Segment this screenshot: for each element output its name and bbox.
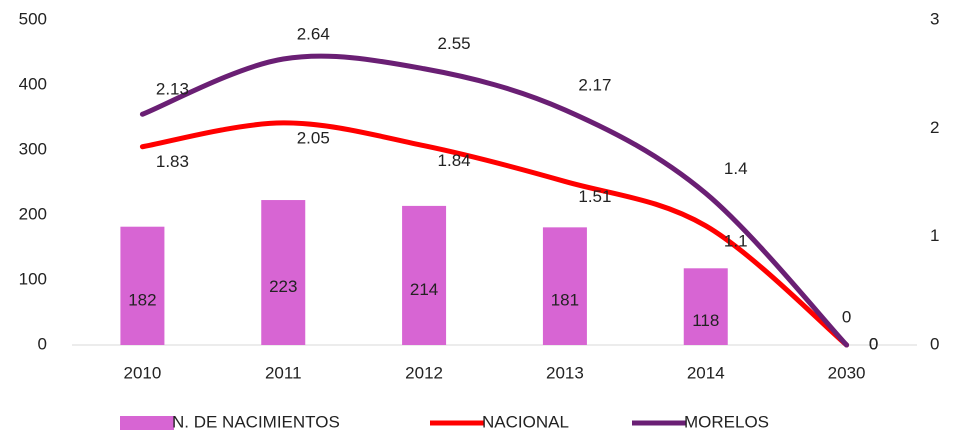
bar <box>542 227 587 345</box>
line-value-label: 2.17 <box>578 75 611 94</box>
x-tick-label: 2014 <box>687 363 725 382</box>
line <box>139 53 850 348</box>
x-tick-label: 2012 <box>405 363 443 382</box>
y-tick-label: 300 <box>19 139 47 158</box>
line-value-label: 0 <box>869 334 878 353</box>
line <box>139 120 850 348</box>
line-value-label: 1.84 <box>438 151 471 170</box>
bar-value-label: 214 <box>410 280 438 299</box>
y-tick-label: 100 <box>19 269 47 288</box>
line-value-label: 1.83 <box>156 152 189 171</box>
line-value-label: 1.1 <box>724 231 748 250</box>
y-tick-label: 500 <box>19 9 47 28</box>
y2-tick-label: 2 <box>930 118 939 137</box>
bar-value-label: 0 <box>842 307 851 326</box>
line-value-label: 0 <box>869 334 878 353</box>
bar <box>402 205 447 345</box>
bar <box>683 268 728 345</box>
legend-label: MORELOS <box>684 412 769 431</box>
line-value-label: 2.13 <box>156 80 189 99</box>
line-value-label: 1.51 <box>578 187 611 206</box>
bar-value-label: 118 <box>692 311 719 330</box>
bar-value-label: 182 <box>128 290 156 309</box>
x-tick-label: 2013 <box>546 363 584 382</box>
line-value-label: 2.55 <box>438 34 471 53</box>
legend-label: N. DE NACIMIENTOS <box>172 412 340 431</box>
y-tick-label: 400 <box>19 74 47 93</box>
y2-tick-label: 1 <box>930 226 939 245</box>
line-value-label: 2.05 <box>297 128 330 147</box>
line-value-label: 1.4 <box>724 159 748 178</box>
x-tick-label: 2030 <box>828 363 866 382</box>
legend-swatch <box>120 416 174 430</box>
y2-tick-label: 0 <box>930 334 939 353</box>
line-value-label: 2.64 <box>297 24 330 43</box>
bar-value-label: 223 <box>269 277 297 296</box>
bar-value-label: 181 <box>551 291 579 310</box>
bar <box>120 226 165 345</box>
x-tick-label: 2010 <box>124 363 162 382</box>
bar <box>261 200 306 345</box>
x-tick-label: 2011 <box>265 363 302 382</box>
legend-label: NACIONAL <box>482 412 569 431</box>
y-tick-label: 0 <box>38 334 47 353</box>
y2-tick-label: 3 <box>930 9 939 28</box>
y-tick-label: 200 <box>19 204 47 223</box>
